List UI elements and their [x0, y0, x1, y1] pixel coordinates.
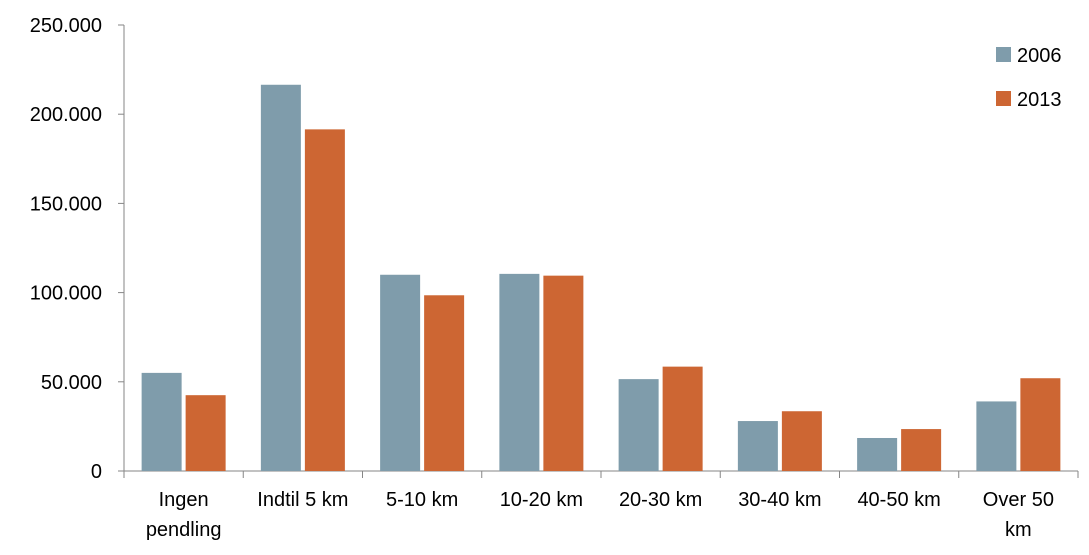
bar-2013	[901, 429, 942, 471]
x-tick-label: Indtil 5 km	[257, 489, 348, 511]
x-tick-label-line: 5-10 km	[386, 489, 458, 511]
legend-label: 2013	[1017, 89, 1062, 111]
bar-2013	[304, 129, 345, 471]
bar-2006	[737, 421, 778, 471]
y-tick-label: 0	[91, 461, 102, 483]
y-tick-label: 250.000	[30, 15, 102, 37]
y-axis: 0 50.000 100.000 150.000 200.000 250.000	[30, 15, 125, 483]
legend: 2006 2013	[996, 45, 1062, 111]
bar-2006	[857, 437, 898, 471]
bars	[141, 84, 1061, 471]
bar-2013	[662, 366, 703, 471]
bar-2013	[543, 275, 584, 471]
legend-swatch	[996, 47, 1011, 62]
bar-2006	[618, 379, 659, 471]
bar-2006	[141, 372, 182, 471]
bar-2013	[185, 395, 226, 471]
x-tick-label: 30-40 km	[738, 489, 821, 511]
x-tick-label-line: Indtil 5 km	[257, 489, 348, 511]
x-tick-label-line: km	[1005, 519, 1032, 541]
x-tick-label: Over 50 km	[983, 489, 1054, 541]
x-tick-label-line: 20-30 km	[619, 489, 702, 511]
x-tick-label: 40-50 km	[857, 489, 940, 511]
bar-2006	[499, 273, 540, 471]
bar-2006	[976, 401, 1017, 471]
y-tick-label: 100.000	[30, 283, 102, 305]
legend-label: 2006	[1017, 45, 1062, 67]
x-tick-label-line: Over 50	[983, 489, 1054, 511]
x-tick-label-line: 30-40 km	[738, 489, 821, 511]
x-tick-label: 10-20 km	[500, 489, 583, 511]
y-tick-label: 50.000	[41, 372, 102, 394]
x-tick-label: 20-30 km	[619, 489, 702, 511]
x-tick-label: 5-10 km	[386, 489, 458, 511]
bar-2013	[1020, 378, 1061, 471]
bar-2013	[781, 411, 822, 471]
bar-2006	[380, 274, 421, 471]
x-tick-label-line: pendling	[146, 519, 222, 541]
y-tick-label: 150.000	[30, 193, 102, 215]
bar-2006	[260, 84, 301, 471]
x-tick-label-line: Ingen	[159, 489, 209, 511]
x-tick-label: Ingen pendling	[146, 489, 222, 541]
legend-swatch	[996, 91, 1011, 106]
bar-2013	[424, 295, 465, 471]
x-tick-label-line: 10-20 km	[500, 489, 583, 511]
x-tick-label-line: 40-50 km	[857, 489, 940, 511]
x-axis: Ingen pendling Indtil 5 km 5-10 km 10-20 km 2…	[123, 470, 1079, 541]
y-tick-label: 200.000	[30, 104, 102, 126]
